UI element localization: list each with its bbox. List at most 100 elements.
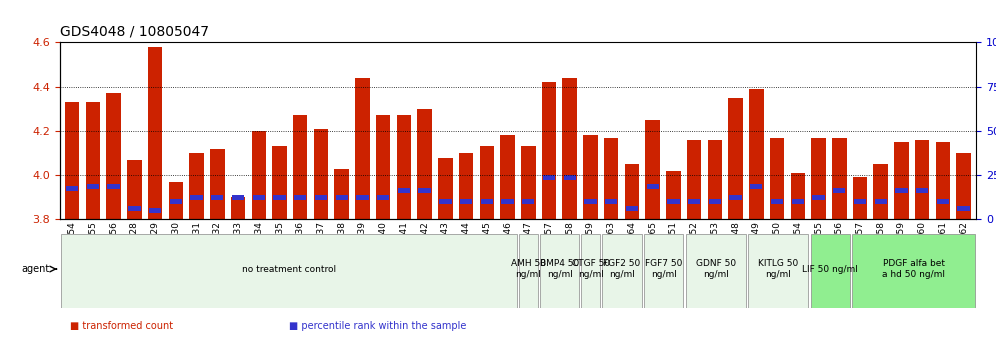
FancyBboxPatch shape [748, 234, 809, 308]
Bar [521, 147, 536, 219]
Bar [937, 199, 949, 204]
Bar [895, 188, 907, 193]
Bar [792, 199, 804, 204]
Bar [874, 199, 886, 204]
Bar [956, 153, 971, 219]
Bar [957, 206, 970, 211]
Bar [459, 153, 473, 219]
Text: ■ percentile rank within the sample: ■ percentile rank within the sample [289, 321, 466, 331]
Bar [585, 199, 597, 204]
Bar [563, 78, 577, 219]
Bar [189, 153, 204, 219]
Text: ■ transformed count: ■ transformed count [70, 321, 173, 331]
Bar [169, 199, 182, 204]
Bar [667, 199, 679, 204]
Bar [128, 206, 140, 211]
Bar [438, 158, 452, 219]
Bar [253, 195, 265, 200]
Text: GDS4048 / 10805047: GDS4048 / 10805047 [60, 25, 209, 39]
Bar [729, 195, 742, 200]
Bar [190, 195, 203, 200]
Bar [86, 102, 101, 219]
Bar [749, 89, 764, 219]
Bar [439, 199, 451, 204]
Bar [460, 199, 472, 204]
Bar [646, 184, 658, 189]
Bar [522, 199, 535, 204]
Bar [873, 164, 888, 219]
Bar [273, 195, 286, 200]
FancyBboxPatch shape [582, 234, 601, 308]
Bar [853, 177, 868, 219]
Bar [108, 184, 120, 189]
Bar [728, 98, 743, 219]
Bar [356, 78, 370, 219]
Bar [335, 169, 349, 219]
Bar [211, 195, 223, 200]
FancyBboxPatch shape [519, 234, 538, 308]
Bar [709, 199, 721, 204]
Bar [543, 175, 555, 180]
Bar [707, 140, 722, 219]
Bar [396, 115, 411, 219]
Bar [375, 115, 390, 219]
Bar [397, 188, 410, 193]
FancyBboxPatch shape [811, 234, 850, 308]
Text: AMH 50
ng/ml: AMH 50 ng/ml [511, 259, 546, 279]
Bar [65, 102, 80, 219]
Bar [272, 147, 287, 219]
Text: FGF2 50
ng/ml: FGF2 50 ng/ml [604, 259, 640, 279]
Bar [147, 47, 162, 219]
Bar [210, 149, 224, 219]
Bar [916, 188, 928, 193]
Bar [417, 109, 432, 219]
Text: CTGF 50
ng/ml: CTGF 50 ng/ml [572, 259, 610, 279]
Bar [377, 195, 389, 200]
Bar [252, 131, 266, 219]
Bar [418, 188, 431, 193]
Bar [294, 195, 307, 200]
Bar [687, 140, 701, 219]
Bar [625, 206, 638, 211]
FancyBboxPatch shape [61, 234, 517, 308]
Bar [771, 199, 783, 204]
Bar [127, 160, 141, 219]
Bar [479, 147, 494, 219]
Bar [791, 173, 805, 219]
Bar [149, 208, 161, 213]
Bar [501, 199, 514, 204]
Bar [935, 142, 950, 219]
FancyBboxPatch shape [603, 234, 641, 308]
Text: LIF 50 ng/ml: LIF 50 ng/ml [803, 264, 859, 274]
Bar [232, 195, 244, 200]
Bar [293, 115, 308, 219]
Bar [833, 188, 846, 193]
Bar [66, 186, 79, 191]
Bar [854, 199, 867, 204]
Bar [87, 184, 99, 189]
Bar [688, 199, 700, 204]
Bar [604, 138, 619, 219]
Bar [357, 195, 369, 200]
Bar [481, 199, 493, 204]
FancyBboxPatch shape [540, 234, 580, 308]
Bar [500, 136, 515, 219]
Text: KITLG 50
ng/ml: KITLG 50 ng/ml [758, 259, 799, 279]
Bar [231, 198, 245, 219]
Bar [107, 93, 121, 219]
FancyBboxPatch shape [644, 234, 683, 308]
Bar [666, 171, 680, 219]
Bar [894, 142, 908, 219]
Bar [915, 140, 929, 219]
Bar [750, 184, 763, 189]
Text: PDGF alfa bet
a hd 50 ng/ml: PDGF alfa bet a hd 50 ng/ml [882, 259, 945, 279]
Text: no treatment control: no treatment control [242, 264, 336, 274]
Text: BMP4 50
ng/ml: BMP4 50 ng/ml [540, 259, 580, 279]
Text: GDNF 50
ng/ml: GDNF 50 ng/ml [695, 259, 736, 279]
Bar [584, 136, 598, 219]
Bar [564, 175, 576, 180]
Bar [645, 120, 660, 219]
Bar [315, 195, 327, 200]
FancyBboxPatch shape [685, 234, 746, 308]
FancyBboxPatch shape [853, 234, 975, 308]
